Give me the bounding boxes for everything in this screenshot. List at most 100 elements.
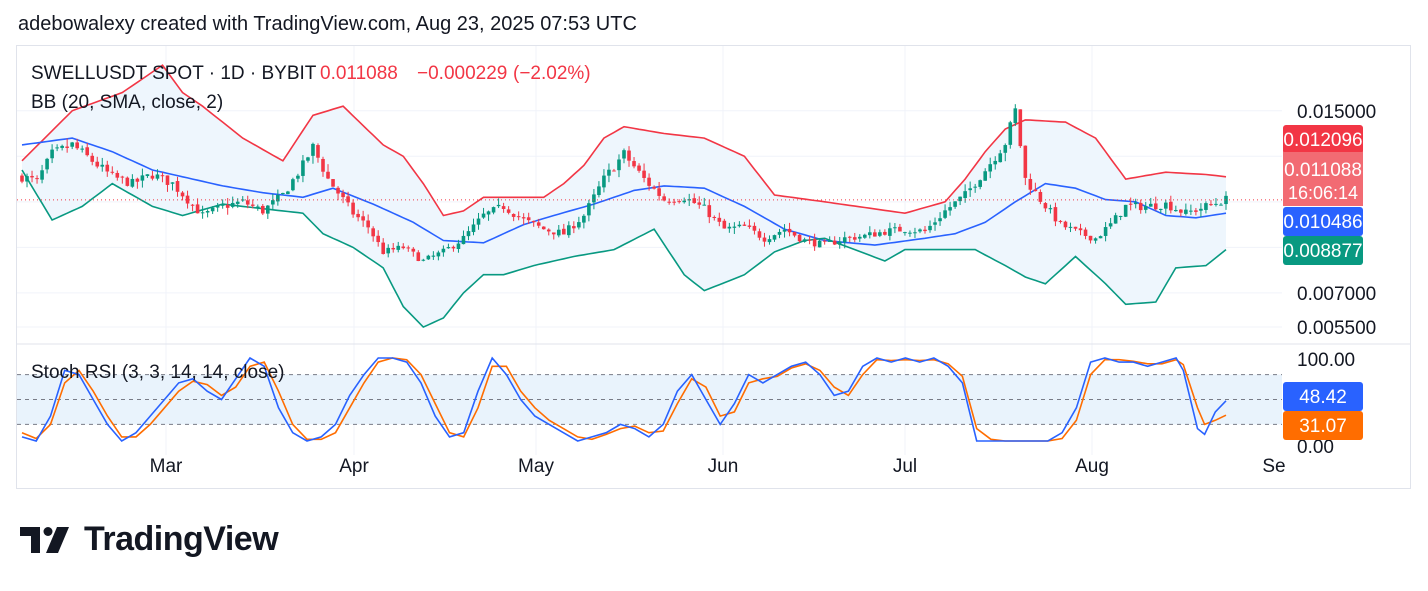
last-price-badge: 0.011088 [1284, 160, 1362, 181]
candle-body [130, 178, 135, 187]
candle-body [220, 204, 225, 206]
candle-body [602, 175, 606, 188]
candle-body [145, 174, 150, 177]
candle-body [832, 240, 837, 245]
candle-body [747, 225, 752, 227]
candle-body [682, 200, 686, 203]
candle-body [1073, 226, 1078, 229]
upper-band-badge-text: 0.012096 [1283, 130, 1362, 151]
candle-body [968, 188, 972, 191]
candle-body [777, 231, 782, 235]
candle-body [702, 204, 707, 206]
candle-body [271, 200, 275, 205]
time-axis-label: Aug [1075, 456, 1109, 477]
candle-body [1003, 145, 1008, 153]
candle-body [391, 247, 396, 250]
candle-body [1204, 203, 1208, 210]
change-pct-legend: (−2.02%) [513, 63, 591, 84]
candle-body [1128, 203, 1133, 205]
tradingview-logo-icon [20, 526, 69, 553]
chart-frame[interactable] [16, 45, 1411, 489]
candle-body [556, 229, 561, 236]
candle-body [266, 205, 270, 214]
candlesticks [17, 104, 1282, 262]
upper-band-badge[interactable]: 0.012096 [1283, 125, 1363, 154]
candle-body [918, 229, 922, 232]
candle-body [286, 191, 290, 195]
price-axis-label: 0.007000 [1297, 284, 1376, 305]
candle-body [983, 171, 987, 181]
candle-body [501, 206, 506, 209]
candle-body [1093, 238, 1098, 241]
candle-body [110, 171, 115, 173]
stoch-d-badge[interactable]: 31.07 [1283, 411, 1363, 440]
upper-band-line [21, 64, 1227, 217]
candle-body [908, 232, 912, 234]
candle-body [326, 171, 330, 179]
candle-body [376, 235, 380, 243]
candle-body [1189, 210, 1193, 212]
candle-body [878, 232, 882, 236]
tradingview-logo[interactable]: TradingView [20, 520, 279, 559]
candle-body [1078, 228, 1083, 231]
candle-body [752, 225, 757, 231]
candle-body [185, 195, 190, 204]
candle-body [471, 224, 476, 233]
candle-body [371, 228, 375, 237]
time-axis-label: Apr [339, 456, 369, 477]
candle-body [250, 204, 255, 206]
candle-body [627, 150, 631, 161]
candle-body [486, 211, 491, 215]
candle-body [827, 240, 832, 242]
candle-body [812, 239, 817, 247]
candle-body [1018, 109, 1023, 147]
candle-body [782, 229, 787, 232]
candle-body [852, 237, 857, 240]
basis-badge[interactable]: 0.010486 [1283, 207, 1363, 236]
stoch-rsi-pane [17, 356, 1282, 443]
candle-body [541, 226, 546, 230]
candle-body [928, 225, 932, 231]
candle-body [406, 247, 411, 249]
candle-body [612, 170, 616, 172]
candle-body [240, 199, 245, 201]
lower-band-badge-text: 0.008877 [1283, 241, 1362, 262]
candle-body [281, 192, 285, 194]
candle-body [1028, 178, 1033, 190]
candle-body [255, 206, 260, 208]
candle-body [652, 186, 656, 189]
candle-body [973, 186, 977, 188]
candle-body [261, 205, 265, 214]
candle-body [572, 226, 576, 229]
candle-body [762, 237, 767, 242]
candle-body [1184, 209, 1188, 214]
candle-body [802, 239, 807, 242]
candle-body [65, 146, 69, 148]
bb-legend[interactable]: BB (20, SMA, close, 2) [31, 92, 223, 113]
candle-body [85, 147, 90, 156]
basis-badge-bg [1283, 207, 1363, 236]
stoch-k-badge[interactable]: 48.42 [1283, 382, 1363, 411]
candle-body [1008, 122, 1013, 145]
lower-band-badge[interactable]: 0.008877 [1283, 236, 1363, 265]
candle-body [988, 164, 993, 172]
candle-body [1209, 204, 1213, 206]
candle-body [441, 248, 446, 253]
candle-body [296, 175, 300, 179]
candle-body [712, 216, 717, 218]
candle-body [1118, 215, 1123, 217]
candle-body [1058, 220, 1063, 222]
candle-body [1153, 203, 1158, 210]
candle-body [25, 176, 29, 182]
candle-body [381, 242, 385, 254]
candle-body [125, 177, 130, 186]
candle-body [1219, 204, 1223, 206]
candle-body [291, 179, 295, 191]
candle-body [938, 218, 942, 222]
stoch-rsi-legend[interactable]: Stoch RSI (3, 3, 14, 14, close) [31, 362, 284, 383]
stoch-k-line [21, 356, 1227, 443]
candle-body [1038, 191, 1043, 202]
candle-body [888, 228, 892, 236]
symbol-legend[interactable]: SWELLUSDT SPOT · 1D · BYBIT [31, 63, 317, 84]
